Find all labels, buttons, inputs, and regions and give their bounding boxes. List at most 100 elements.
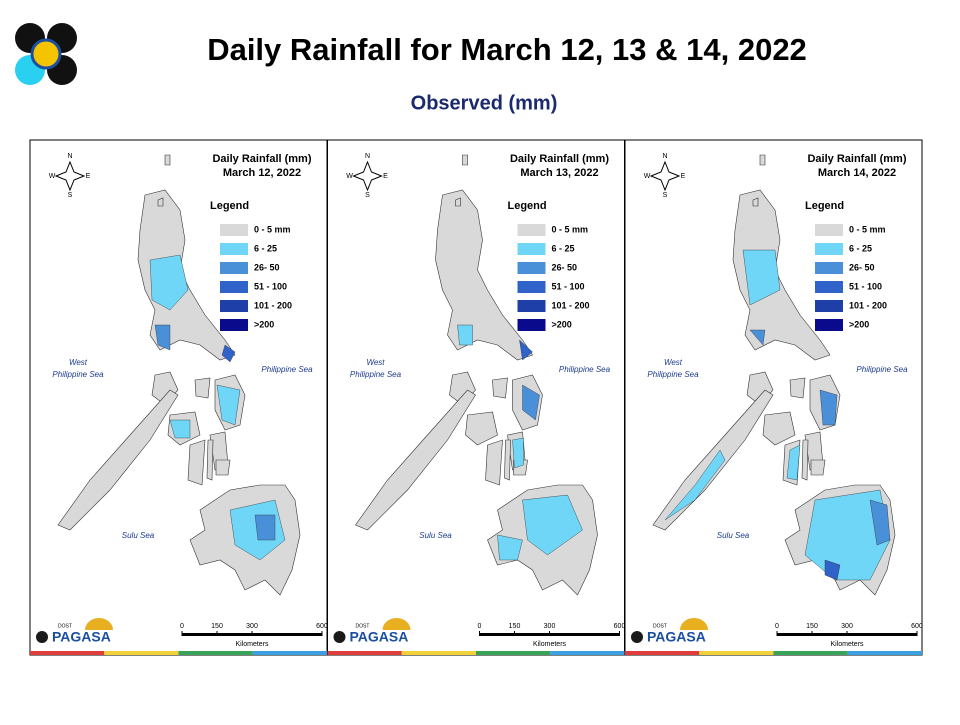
legend-label: 101 - 200 [849, 300, 887, 310]
legend-swatch [220, 300, 248, 312]
rainfall-area [457, 324, 473, 346]
logo-top: DOST [58, 623, 72, 629]
legend-swatch [517, 224, 546, 236]
scale-label: 150 [806, 623, 818, 630]
sea-label: Philippine Sea [52, 370, 104, 379]
scale-label: 300 [841, 623, 853, 630]
legend-swatch [517, 262, 546, 274]
legend-swatch [517, 300, 546, 312]
scale-label: 300 [544, 623, 556, 630]
compass-letter: S [68, 192, 73, 199]
scale-label: 300 [246, 623, 258, 630]
color-strip [550, 651, 625, 655]
compass-letter: N [365, 153, 370, 160]
island [355, 389, 476, 531]
rainfall-area [824, 559, 841, 581]
color-strip [104, 651, 179, 655]
island [504, 439, 511, 481]
panel-heading: Daily Rainfall (mm) [510, 153, 609, 165]
color-strip [847, 651, 922, 655]
sea-label: Sulu Sea [122, 531, 155, 540]
rainfall-area [216, 384, 241, 426]
island [187, 439, 206, 486]
island [810, 459, 826, 476]
scale-unit: Kilometers [830, 641, 864, 648]
sea-label: Philippine Sea [350, 370, 402, 379]
island [492, 377, 508, 399]
color-strip [699, 651, 774, 655]
legend-title: Legend [508, 200, 547, 212]
legend-label: 26- 50 [849, 262, 875, 272]
map-panel: N W E S Daily Rainfall (mm) March 13, 2022 Leg… [327, 139, 625, 656]
sea-label: Philippine Sea [559, 365, 611, 374]
island [206, 439, 214, 481]
sea-label: Philippine Sea [647, 370, 699, 379]
sea-label: Sulu Sea [419, 531, 452, 540]
map-panel: N W E S Daily Rainfall (mm) March 14, 2022 Leg… [624, 139, 923, 656]
compass-letter: S [365, 192, 370, 199]
legend-label: >200 [849, 319, 869, 329]
legend-swatch [517, 319, 546, 331]
scale-label: 0 [180, 623, 184, 630]
compass-letter: E [86, 173, 91, 180]
island [462, 154, 468, 166]
sea-label: Sulu Sea [717, 531, 750, 540]
rainfall-area [221, 344, 236, 363]
legend-label: >200 [254, 319, 274, 329]
island [732, 189, 831, 361]
logo-name: PAGASA [350, 629, 409, 645]
legend-swatch [220, 224, 248, 236]
color-strip [30, 651, 105, 655]
color-strip [327, 651, 402, 655]
color-strip [178, 651, 253, 655]
logo-umbrella [680, 618, 708, 630]
compass-rose [352, 160, 383, 192]
compass-letter: E [383, 173, 388, 180]
legend-label: 0 - 5 mm [552, 224, 589, 234]
dost-logo [14, 22, 78, 86]
island [485, 439, 503, 486]
logo-top: DOST [653, 623, 667, 629]
scale-label: 0 [775, 623, 779, 630]
island [137, 189, 236, 361]
rainfall-area [819, 389, 838, 426]
island [465, 411, 498, 446]
rainfall-area [804, 489, 891, 581]
island [801, 439, 809, 481]
island [759, 154, 766, 166]
legend-label: 26- 50 [254, 262, 280, 272]
legend-swatch [220, 281, 248, 293]
legend-label: 0 - 5 mm [849, 224, 886, 234]
color-strip [401, 651, 476, 655]
rainfall-area [786, 444, 801, 481]
panel-heading: Daily Rainfall (mm) [212, 153, 311, 165]
color-strip [252, 651, 327, 655]
sea-label: Philippine Sea [261, 365, 313, 374]
sea-label: West [69, 358, 88, 367]
island [157, 197, 164, 207]
logo-top: DOST [356, 623, 370, 629]
panel-heading: March 13, 2022 [520, 167, 598, 179]
scale-unit: Kilometers [235, 641, 269, 648]
legend-label: 101 - 200 [254, 300, 292, 310]
logo-name: PAGASA [647, 629, 706, 645]
island [164, 154, 171, 166]
legend-label: 26- 50 [552, 262, 578, 272]
logo-umbrella [85, 618, 113, 630]
legend-swatch [220, 243, 248, 255]
legend-label: 51 - 100 [254, 281, 287, 291]
compass-letter: N [662, 153, 667, 160]
legend-swatch [815, 319, 843, 331]
legend-swatch [517, 243, 546, 255]
legend-swatch [220, 262, 248, 274]
panel-heading: March 14, 2022 [818, 167, 896, 179]
compass-letter: W [346, 173, 353, 180]
legend-label: 51 - 100 [849, 281, 882, 291]
logo-name: PAGASA [52, 629, 111, 645]
compass-letter: W [644, 173, 651, 180]
title: Daily Rainfall for March 12, 13 & 14, 20… [207, 32, 807, 67]
scale-label: 600 [911, 623, 923, 630]
island [57, 389, 179, 531]
